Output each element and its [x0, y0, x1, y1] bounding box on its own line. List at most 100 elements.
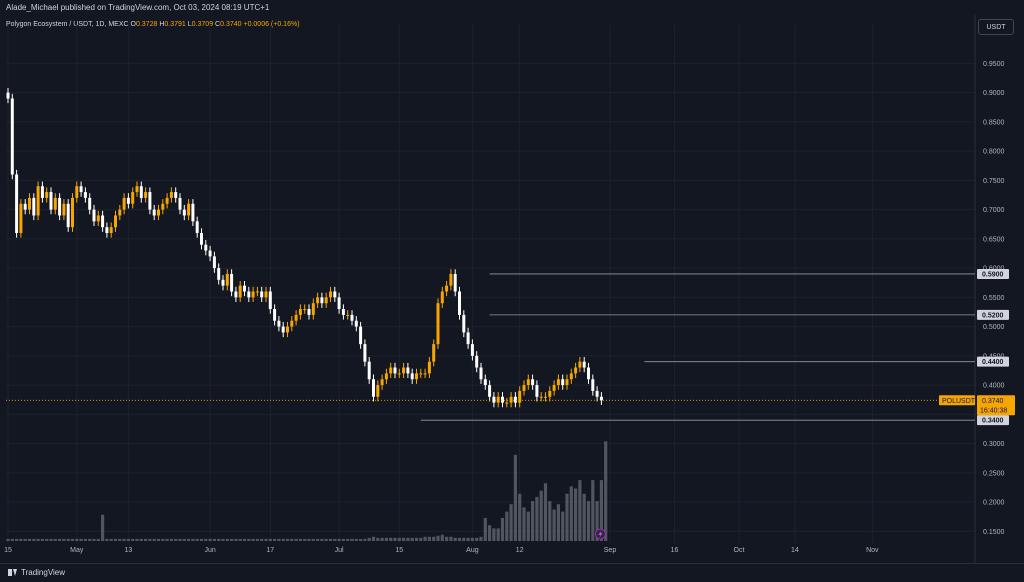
volume-bar [273, 538, 277, 541]
candle-body [281, 326, 285, 333]
price-chart[interactable]: 0.9500 0.9000 0.8500 0.8000 0.7500 0.7000 0.65… [0, 0, 1024, 563]
candle-body [578, 361, 582, 368]
volume-bar [591, 480, 595, 541]
candle-body [569, 373, 573, 380]
volume-bar [285, 538, 290, 541]
volume-bar [92, 538, 96, 541]
symbol-line[interactable]: Polygon Ecosystem / USDT, 1D, MEXC [6, 21, 129, 28]
level-price-label: 0.5200 [982, 312, 1004, 319]
volume-bar [505, 511, 509, 541]
candle-body [58, 197, 62, 216]
volume-bar [543, 483, 548, 541]
candle-body [83, 192, 87, 198]
open-label: O [130, 21, 136, 28]
volume-bar [492, 528, 496, 541]
volume-bar [552, 509, 556, 541]
volume-bar [341, 538, 345, 541]
volume-bar [586, 501, 591, 541]
candle-body [587, 367, 590, 380]
volume-bar [561, 511, 565, 541]
volume-bar [204, 538, 208, 541]
candle-body [415, 373, 418, 380]
volume-bar [75, 538, 79, 541]
candle-body [320, 297, 324, 304]
candle-body [492, 396, 496, 403]
candle-body [260, 291, 264, 298]
volume-bar [242, 538, 247, 541]
volume-bar [513, 454, 517, 541]
volume-bar [346, 538, 350, 541]
volume-bar [178, 538, 182, 541]
volume-bar [595, 501, 599, 541]
volume-bar [432, 536, 436, 541]
candle-body [462, 314, 466, 333]
x-tick-label: Jun [204, 547, 215, 554]
volume-bar [49, 538, 53, 541]
y-tick-label: 0.2500 [983, 470, 1005, 477]
candle-body [307, 309, 311, 315]
volume-bar [109, 538, 113, 541]
y-tick-label: 0.7000 [983, 207, 1005, 214]
tradingview-logo[interactable]: TradingView [8, 568, 65, 577]
volume-bar [333, 538, 337, 541]
candle-body [40, 186, 44, 198]
candle-body [45, 192, 49, 198]
volume-bar [161, 538, 165, 541]
volume-bar [290, 538, 294, 541]
candle-body [432, 344, 436, 362]
ohlc-legend: Polygon Ecosystem / USDT, 1D, MEXC O0.37… [6, 21, 300, 28]
volume-bar [569, 486, 573, 541]
candle-body [255, 291, 259, 293]
candle-body [427, 361, 431, 374]
volume-bar [410, 537, 414, 541]
candle-body [247, 291, 251, 298]
volume-bar [500, 517, 505, 541]
volume-bar [165, 538, 169, 541]
volume-bar [135, 538, 139, 541]
volume-bar [298, 538, 302, 541]
x-tick-label: Oct [734, 547, 745, 554]
candle-body [152, 209, 156, 216]
candle-body [501, 396, 504, 403]
currency-button[interactable]: USDT [978, 19, 1014, 35]
candle-body [531, 379, 535, 386]
volume-bar [6, 538, 10, 541]
candle-body [221, 279, 225, 286]
volume-bar [496, 528, 500, 541]
volume-bar [225, 538, 229, 541]
candle-body [148, 192, 152, 210]
y-tick-label: 0.7500 [983, 178, 1005, 185]
volume-bar [53, 538, 57, 541]
candle-body [28, 197, 31, 210]
candle-body [101, 215, 105, 228]
volume-bar [88, 538, 92, 541]
candle-body [19, 203, 23, 234]
candle-body [294, 314, 298, 321]
open-value: 0.3728 [135, 21, 158, 28]
candle-body [174, 192, 178, 198]
volume-bar [367, 537, 371, 541]
candle-body [466, 332, 470, 345]
candle-body [204, 244, 208, 251]
volume-bar [470, 537, 474, 541]
candle-body [131, 192, 135, 204]
current-price-tag [977, 395, 1015, 416]
volume-bar [531, 501, 535, 541]
high-label: H [159, 21, 165, 28]
candle-body [372, 379, 375, 397]
volume-bar [548, 501, 552, 541]
volume-bar [79, 538, 83, 541]
footer: TradingView [0, 563, 1024, 582]
volume-bar [96, 538, 100, 541]
candle-body [479, 367, 483, 380]
candle-body [71, 197, 74, 228]
candle-body [264, 291, 268, 298]
candle-body [367, 361, 371, 380]
volume-bar [324, 538, 328, 541]
candle-body [157, 209, 160, 216]
y-tick-label: 0.8500 [983, 119, 1005, 126]
volume-bar [113, 538, 118, 541]
volume-bar [604, 441, 608, 541]
candle-body [32, 197, 36, 216]
candle-body [475, 355, 479, 368]
